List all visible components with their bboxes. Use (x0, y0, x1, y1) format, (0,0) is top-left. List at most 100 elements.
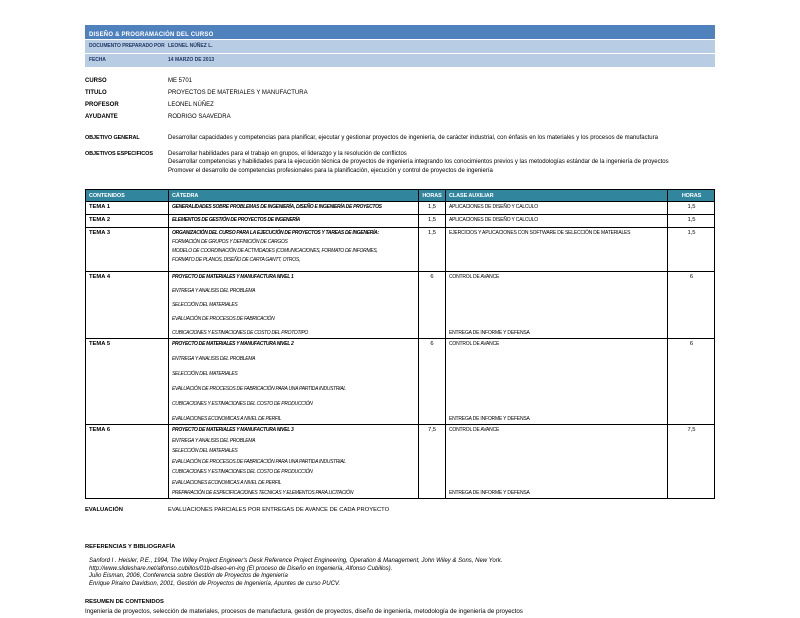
header-clase-auxiliar: CLASE AUXILIAR (446, 190, 668, 201)
row-catedra: GENERALIDADES SOBRE PROBLEMAS DE INGENIE… (169, 202, 419, 214)
summary-text: Ingeniería de proyectos, selección de ma… (85, 608, 523, 615)
row-tema: TEMA 3 (86, 228, 169, 271)
info-row-ayudante: AYUDANTE RODRIGO SAAVEDRA (85, 111, 715, 123)
catedra-item: EVALUACIÓN DE PROCESOS DE FABRICACIÓN PA… (172, 458, 346, 465)
specific-objectives-row: OBJETIVOS ESPECIFICOS Desarrollar habili… (85, 150, 715, 176)
table-header-row: CONTENIDOS CÁTEDRA HORAS CLASE AUXILIAR … (86, 190, 714, 201)
catedra-item: CUBICACIONES Y ESTIMACIONES DE COSTO DEL… (172, 330, 308, 336)
row-horas-auxiliar: 1,5 (687, 230, 696, 236)
auxiliar-footer: ENTREGA DE INFORME Y DEFENSA (449, 490, 530, 496)
summary-section: RESUMEN DE CONTENIDOS Ingeniería de proy… (85, 599, 715, 615)
row-horas-auxiliar: 1,5 (687, 204, 696, 210)
evaluation-row: EVALUACIÓN EVALUACIONES PARCIALES POR EN… (85, 507, 715, 513)
row-tema: TEMA 4 (86, 272, 169, 338)
row-tema: TEMA 2 (86, 215, 169, 227)
row-horas: 1,5 (419, 228, 446, 271)
document-title: DISEÑO & PROGRAMACIÓN DEL CURSO (89, 32, 214, 38)
row-horas-auxiliar: 7,5 (687, 427, 696, 433)
catedra-item: SELECCIÓN DEL MATERIALES (172, 302, 238, 308)
titulo-label: TITULO (85, 90, 107, 96)
auxiliar-footer: ENTREGA DE INFORME Y DEFENSA (449, 330, 530, 336)
course-info: CURSO ME 5701 TITULO PROYECTOS DE MATERI… (85, 75, 715, 123)
row-tema: TEMA 5 (86, 339, 169, 424)
catedra-item: ENTREGA Y ANALISIS DEL PROBLEMA (172, 356, 256, 362)
row-horas: 6 (419, 272, 446, 338)
header-horas-auxiliar: HORAS (681, 193, 702, 199)
reference-item: Enrique Piraino Davidson, 2001, Gestión … (89, 580, 341, 587)
catedra-item: ENTREGA Y ANALISIS DEL PROBLEMA (172, 288, 256, 294)
objectives-section: OBJETIVO GENERAL Desarrollar capacidades… (85, 134, 715, 175)
catedra-item: FORMATO DE PLANOS, DISEÑO DE CARTA GANTT… (172, 257, 300, 263)
row-horas-auxiliar: 1,5 (687, 217, 696, 223)
table-row: TEMA 3 ORGANIZACIÓN DEL CURSO PARA LA EJE… (86, 227, 714, 271)
info-row-curso: CURSO ME 5701 (85, 75, 715, 87)
row-auxiliar: APLICACIONES DE DISEÑO Y CALCULO (446, 215, 668, 227)
row-horas: 7,5 (419, 425, 446, 498)
catedra-title: GENERALIDADES SOBRE PROBLEMAS DE INGENIE… (172, 204, 382, 210)
catedra-title: PROYECTO DE MATERIALES Y MANUFACTURA NIV… (172, 427, 294, 433)
row-tema: TEMA 1 (86, 202, 169, 214)
catedra-item: EVALUACIÓN DE PROCESOS DE FABRICACIÓN (172, 316, 275, 322)
document-title-bar: DISEÑO & PROGRAMACIÓN DEL CURSO (85, 25, 715, 40)
row-auxiliar: CONTROL DE AVANCE ENTREGA DE INFORME Y DE… (446, 339, 668, 424)
reference-item: Julio Eisman, 2006, Conferencia sobre Ge… (89, 573, 288, 579)
evaluation-text: EVALUACIONES PARCIALES POR ENTREGAS DE A… (168, 507, 390, 513)
curso-label: CURSO (85, 78, 107, 84)
specific-objective: Desarrollar competencias y habilidades p… (168, 159, 669, 165)
prepared-by-label: DOCUMENTO PREPARADO POR (89, 43, 165, 49)
catedra-item: MODELO DE COORDINACIÓN DE ACTIVIDADES (C… (172, 248, 378, 254)
table-row: TEMA 1 GENERALIDADES SOBRE PROBLEMAS DE I… (86, 201, 714, 214)
general-objective-label: OBJETIVO GENERAL (85, 135, 140, 141)
row-horas: 1,5 (419, 202, 446, 214)
date-label: FECHA (89, 57, 106, 63)
profesor-label: PROFESOR (85, 102, 119, 108)
row-catedra: ELEMENTOS DE GESTIÓN DE PROYECTOS DE ING… (169, 215, 419, 227)
catedra-title: PROYECTO DE MATERIALES Y MANUFACTURA NIV… (172, 341, 294, 347)
table-row: TEMA 5 PROYECTO DE MATERIALES Y MANUFACTU… (86, 338, 714, 424)
ayudante-value: RODRIGO SAAVEDRA (168, 114, 231, 120)
titulo-value: PROYECTOS DE MATERIALES Y MANUFACTURA (168, 90, 308, 96)
general-objective-text: Desarrollar capacidades y competencias p… (168, 135, 658, 141)
profesor-value: LEONEL NÚÑEZ (168, 102, 214, 108)
document-page: DISEÑO & PROGRAMACIÓN DEL CURSO DOCUMENT… (85, 25, 715, 615)
catedra-item: SELECCIÓN DEL MATERIALES (172, 371, 238, 377)
evaluation-label: EVALUACIÓN (85, 507, 123, 513)
references-title: REFERENCIAS Y BIBLIOGRAFÍA (85, 544, 176, 550)
catedra-item: ENTREGA Y ANALISIS DEL PROBLEMA (172, 437, 256, 444)
reference-item: Sanford I . Heisler, P.E., 1994, The Wil… (89, 558, 503, 564)
contents-table: CONTENIDOS CÁTEDRA HORAS CLASE AUXILIAR … (85, 189, 715, 499)
auxiliar-footer: ENTREGA DE INFORME Y DEFENSA (449, 416, 530, 422)
info-row-titulo: TITULO PROYECTOS DE MATERIALES Y MANUFAC… (85, 87, 715, 99)
catedra-item: SELECCIÓN DEL MATERIALES (172, 448, 238, 454)
auxiliar-text: CONTROL DE AVANCE (449, 341, 500, 347)
header-horas: HORAS (419, 190, 446, 201)
row-catedra: PROYECTO DE MATERIALES Y MANUFACTURA NIV… (169, 339, 419, 424)
curso-value: ME 5701 (168, 78, 193, 84)
date-value: 14 MARZO DE 2013 (168, 57, 215, 63)
summary-title: RESUMEN DE CONTENIDOS (85, 599, 164, 605)
row-tema: TEMA 6 (86, 425, 169, 498)
row-catedra: PROYECTO DE MATERIALES Y MANUFACTURA NIV… (169, 425, 419, 498)
specific-objectives-list: Desarrollar habilidades para el trabajo … (168, 150, 669, 176)
table-row: TEMA 4 PROYECTO DE MATERIALES Y MANUFACTU… (86, 271, 714, 338)
catedra-item: EVALUACIÓN DE PROCESOS DE FABRICACIÓN PA… (172, 386, 346, 392)
general-objective-row: OBJETIVO GENERAL Desarrollar capacidades… (85, 134, 715, 143)
catedra-title: ELEMENTOS DE GESTIÓN DE PROYECTOS DE ING… (172, 217, 300, 223)
auxiliar-text: CONTROL DE AVANCE (449, 427, 500, 433)
auxiliar-text: CONTROL DE AVANCE (449, 274, 500, 280)
header-contenidos: CONTENIDOS (86, 190, 169, 201)
specific-objective: Promover el desarrollo de competencias p… (168, 167, 493, 174)
catedra-item: EVALUACIONES ECONOMICAS A NIVEL DE PERFI… (172, 479, 282, 486)
catedra-item: CUBICACIONES Y ESTIMACIONES DEL COSTO DE… (172, 401, 313, 407)
table-body: TEMA 1 GENERALIDADES SOBRE PROBLEMAS DE I… (86, 201, 714, 498)
prepared-by-row: DOCUMENTO PREPARADO POR LEONEL NÚÑEZ L. (85, 40, 715, 54)
date-row: FECHA 14 MARZO DE 2013 (85, 54, 715, 68)
reference-item: http://www.slideshare.net/alfonso.cubill… (89, 565, 393, 572)
ayudante-label: AYUDANTE (85, 114, 118, 120)
catedra-title: PROYECTO DE MATERIALES Y MANUFACTURA NIV… (172, 274, 294, 280)
catedra-title: ORGANIZACIÓN DEL CURSO PARA LA EJECUCIÓN… (172, 230, 379, 236)
catedra-item: FORMACIÓN DE GRUPOS Y DEFINICIÓN DE CARG… (172, 239, 288, 245)
header-catedra: CÁTEDRA (169, 190, 419, 201)
row-auxiliar: APLICACIONES DE DISEÑO Y CALCULO (446, 202, 668, 214)
references-section: REFERENCIAS Y BIBLIOGRAFÍA Sanford I . H… (85, 544, 715, 588)
